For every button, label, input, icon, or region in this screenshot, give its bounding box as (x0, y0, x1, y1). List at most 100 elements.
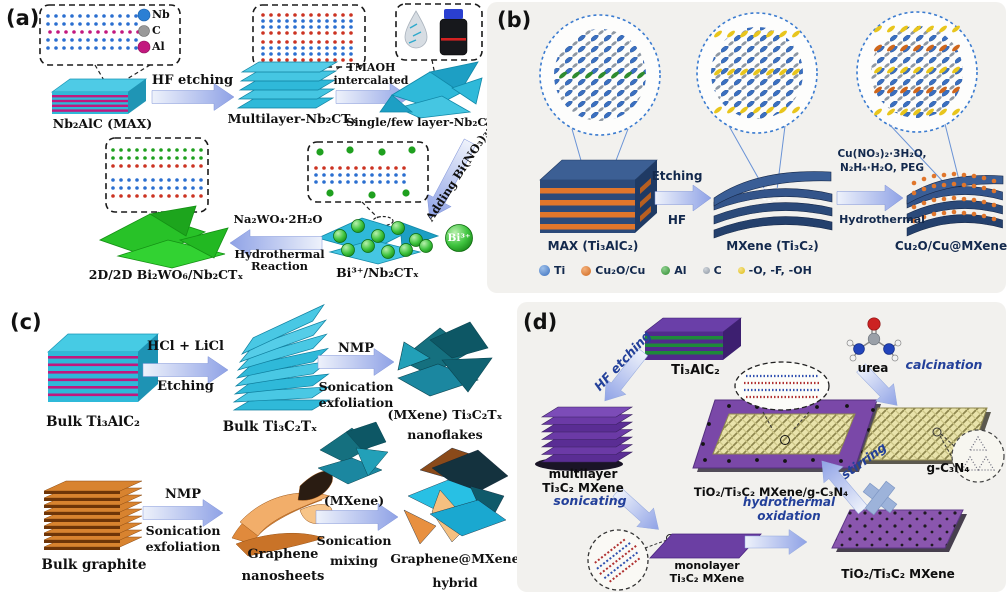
tio2-mxene-label: TiO₂/Ti₃C₂ MXene (841, 567, 955, 581)
ti3alc2-label: Ti₃AlC₂ (671, 363, 720, 378)
sonication-label-top: Sonication (318, 379, 394, 394)
bi-mxene-lattice-inset (307, 141, 429, 227)
exfoliation-label-bottom: exfoliation (145, 539, 221, 554)
bulk-graphite-stack (43, 480, 143, 551)
urea-label: urea (857, 361, 889, 375)
na2wo4-label: Na₂WO₄·2H₂O (233, 212, 323, 226)
hf-etching-label: HF etching (151, 73, 234, 88)
nmp-label-top: NMP (337, 341, 375, 356)
hf-etching-arrow-d (604, 347, 649, 402)
stirring-arrow (821, 460, 868, 515)
graphene-label-1: Graphene (247, 547, 319, 562)
graphene-label-2: nanosheets (241, 569, 325, 584)
etching-label: Etching (651, 169, 703, 183)
legend-nb-label: Nb (152, 8, 170, 21)
oxygen-atom-icon (867, 317, 881, 331)
hf-label: HF (667, 213, 687, 227)
termination-atom-icon (737, 267, 745, 274)
nmp-arrow-bottom (142, 499, 224, 527)
nmp-arrow-top (317, 348, 395, 376)
droplet-icon (404, 10, 428, 49)
panel-b-tag: (b) (497, 8, 532, 32)
hcl-licl-arrow (142, 356, 229, 384)
gcn-label: g-C₃N₄ (926, 461, 970, 475)
legend-c-label: C (152, 24, 161, 37)
multilayer-nb2ctx-stack (237, 61, 338, 109)
sonicating-label: sonicating (553, 493, 627, 508)
bulk-mxene-label: Bulk Ti₃C₂Tₓ (222, 419, 318, 435)
composite-sheet (692, 399, 881, 472)
graphene-nanosheets (231, 471, 333, 557)
bi-ion-label: Bi³⁺ (447, 232, 471, 244)
ti3alc2-max-block (539, 159, 658, 233)
ti-atom-icon (539, 265, 550, 276)
graphene-mxene-hybrid (403, 447, 509, 545)
bi-ion-sphere (445, 224, 473, 252)
nmp-label-bottom: NMP (164, 487, 202, 502)
calcination-label: calcination (905, 357, 983, 372)
multilayer-mxene-stack (535, 406, 633, 471)
max-atoms-circle (539, 14, 661, 204)
etching-hf-arrow (654, 184, 712, 212)
legend-al-label: Al (152, 40, 165, 53)
bottle-icon (439, 18, 468, 56)
panel-c-graphics (43, 304, 509, 557)
mxene-b-label: MXene (Ti₃C₂) (726, 239, 819, 253)
hybrid-label-2: hybrid (432, 575, 478, 590)
ti3alc2-block-d (644, 317, 742, 360)
exfoliation-label-top: exfoliation (318, 395, 394, 410)
monolayer-label-1: monolayer (674, 559, 740, 572)
nb-atom-icon (137, 8, 151, 22)
multilayer-label-1: multilayer (548, 467, 618, 481)
nitrogen-atom-icon (883, 343, 895, 355)
hf-etching-arrow (151, 83, 235, 111)
panel-b: (b) Etching HF MAX (Ti₃AlC₂) MXene (Ti₃C… (487, 2, 1008, 293)
legend-al: Al (661, 264, 687, 277)
bulk-max-label: Bulk Ti₃AlC₂ (46, 414, 140, 430)
legend-c: C (702, 264, 722, 277)
product-b-label: Cu₂O/Cu@MXene (894, 239, 1008, 253)
tmaoh-label-2: intercalated (333, 74, 409, 87)
colloid-inset (395, 3, 483, 90)
tio2-mxene-sheet (831, 509, 967, 552)
hydrothermal-label-1: Hydrothermal (234, 247, 325, 261)
legend-cu2o-cu: Cu₂O/Cu (581, 264, 645, 277)
panel-a: (a) Nb C Al Nb₂AlC (MAX) HF etching Mult… (0, 0, 513, 300)
cu2o-cu-mxene-sheets (906, 171, 1004, 237)
cu-reagent-label-1: Cu(NO₃)₂·3H₂O, (837, 148, 927, 160)
al-atom-icon (137, 40, 151, 54)
monolayer-mxene-sheet (649, 526, 769, 559)
legend-ti: Ti (539, 264, 565, 277)
c-atom-icon (702, 267, 710, 274)
sonicating-arrow (612, 487, 659, 530)
max-label: Nb₂AlC (MAX) (52, 116, 153, 131)
hydrothermal-arrow (229, 229, 323, 257)
sonication-mix-label: Sonication (316, 533, 392, 548)
cu-hydrothermal-arrow (836, 184, 904, 212)
bi-mxene-flakes (316, 217, 440, 265)
hybrid-label-1: Graphene@MXene (390, 551, 520, 566)
ti3c2-mxene-sheets (713, 171, 833, 239)
panel-a-graphics (39, 3, 483, 269)
bi2wo6-mxene-flakes (98, 205, 229, 269)
mxene-mix-label: (MXene) (323, 493, 385, 508)
sonication-label-bottom: Sonication (145, 523, 221, 538)
composite-lattice-inset (734, 361, 830, 411)
panel-d-graphics (535, 317, 1005, 591)
multilayer-label-2: Ti₃C₂ MXene (542, 481, 624, 495)
panel-d-tag: (d) (523, 310, 558, 334)
mxene-nanoflakes (397, 321, 493, 397)
single-layer-label: Single/few layer-Nb₂CTₓ (346, 115, 501, 129)
legend-terminations: -O, -F, -OH (737, 264, 812, 277)
small-mxene-flakes (317, 421, 389, 485)
monolayer-lattice-inset (587, 529, 674, 591)
bulk-ti3alc2-block (47, 333, 159, 402)
sonication-mixing-arrow (315, 503, 399, 531)
nitrogen-atom-icon (853, 343, 865, 355)
al-atom-icon (661, 266, 671, 275)
cu2o-atom-icon (581, 265, 592, 276)
hydrothermal-oxidation-arrow (744, 529, 808, 555)
urea-molecule (846, 317, 902, 362)
etching-c-label: Etching (157, 379, 214, 394)
